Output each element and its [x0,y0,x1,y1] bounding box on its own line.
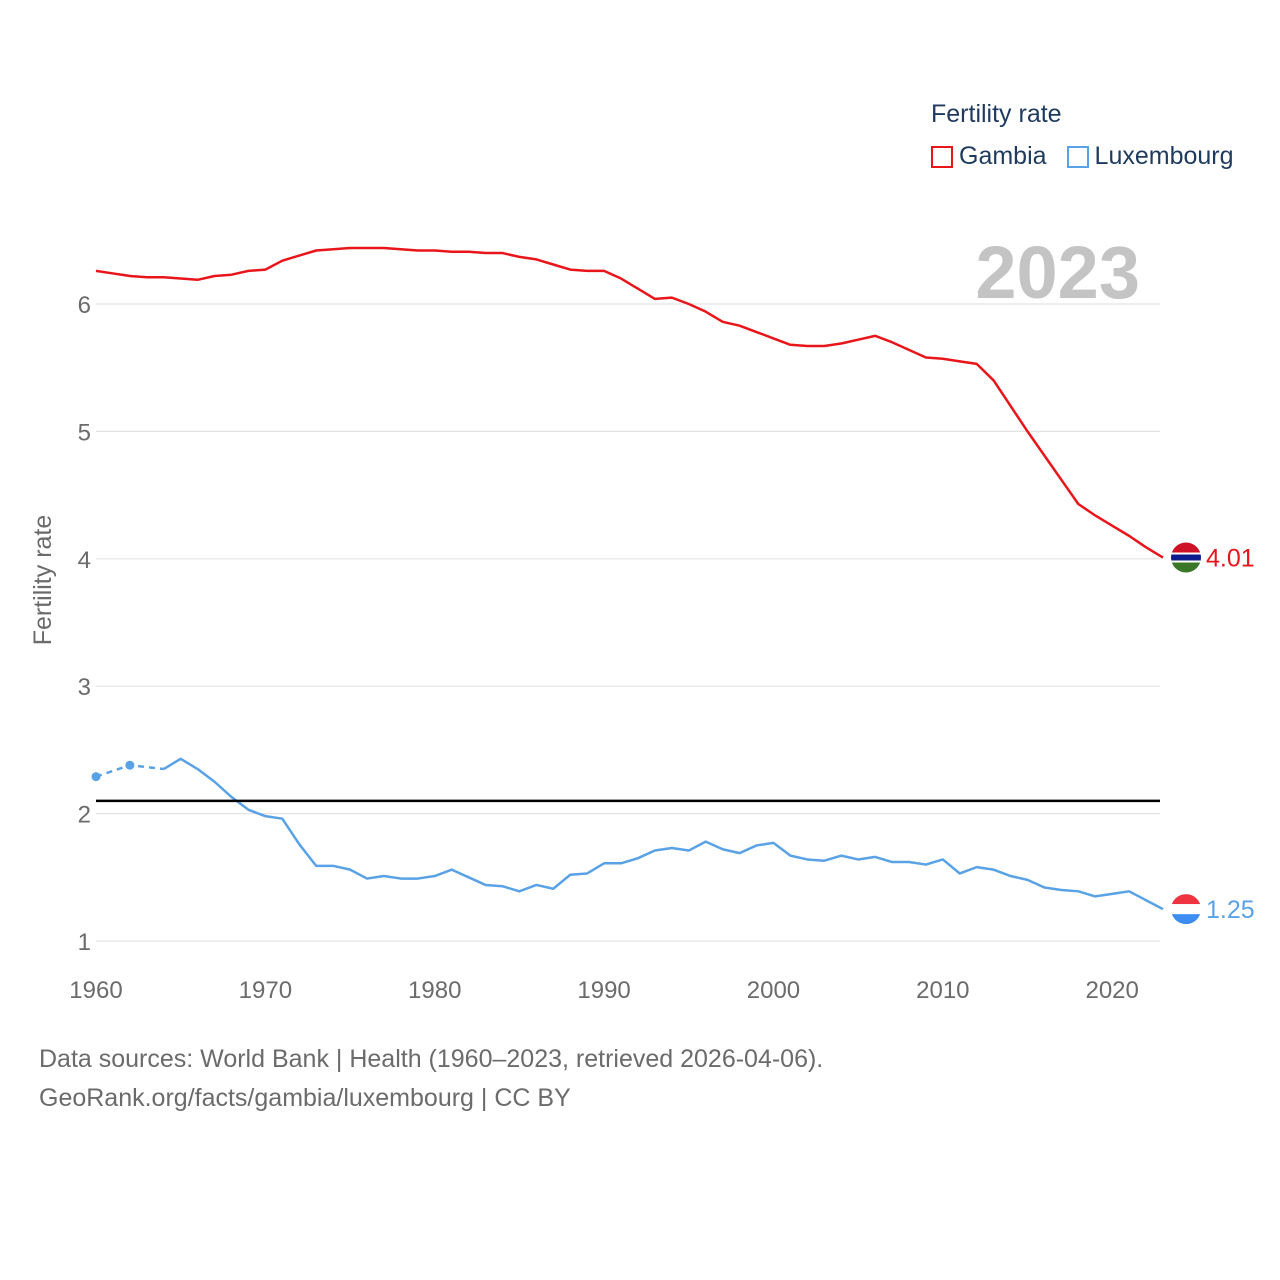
data-point-luxembourg[interactable] [91,772,101,782]
series-line-luxembourg[interactable] [163,757,1164,911]
y-tick-label: 4 [78,547,91,574]
y-tick-label: 2 [78,802,91,829]
x-tick-label: 1980 [408,977,461,1004]
end-label-luxembourg: 1.25 [1206,896,1255,924]
source-link[interactable]: GeoRank.org/facts/gambia/luxembourg | CC… [39,1084,571,1112]
x-tick-label: 2000 [747,977,800,1004]
data-point-luxembourg[interactable] [125,760,135,770]
year-watermark: 2023 [975,231,1140,314]
series-line-gambia[interactable] [95,246,1164,559]
x-axis-ticks: 1960 1970 1980 1990 2000 2010 2020 [69,977,1139,1004]
end-label-gambia: 4.01 [1206,545,1255,573]
x-tick-label: 2010 [916,977,969,1004]
series-lines [91,246,1164,911]
legend-label-luxembourg: Luxembourg [1094,142,1234,170]
y-tick-label: 6 [78,292,91,319]
legend-swatch-luxembourg [1066,145,1089,168]
gridlines [96,303,1160,942]
y-axis-label: Fertility rate [29,515,57,646]
source-note: Data sources: World Bank | Health (1960–… [39,1045,824,1073]
y-tick-label: 5 [78,419,91,446]
x-tick-label: 1990 [577,977,630,1004]
legend-item-gambia[interactable]: Gambia [931,142,1047,171]
gambia-flag-icon [1171,542,1201,573]
x-tick-label: 1970 [239,977,292,1004]
end-markers: 4.01 1.25 [1171,542,1255,925]
legend-label-gambia: Gambia [959,142,1047,170]
legend: Gambia Luxembourg [931,142,1254,171]
luxembourg-flag-icon [1171,894,1201,925]
legend-swatch-gambia [931,145,953,168]
y-tick-label: 3 [78,674,91,701]
y-axis-ticks: 1 2 3 4 5 6 [78,292,91,956]
y-tick-label: 1 [78,929,91,956]
x-tick-label: 2020 [1085,977,1138,1004]
legend-item-luxembourg[interactable]: Luxembourg [1066,142,1234,171]
x-tick-label: 1960 [69,977,122,1004]
legend-title: Fertility rate [931,100,1062,128]
